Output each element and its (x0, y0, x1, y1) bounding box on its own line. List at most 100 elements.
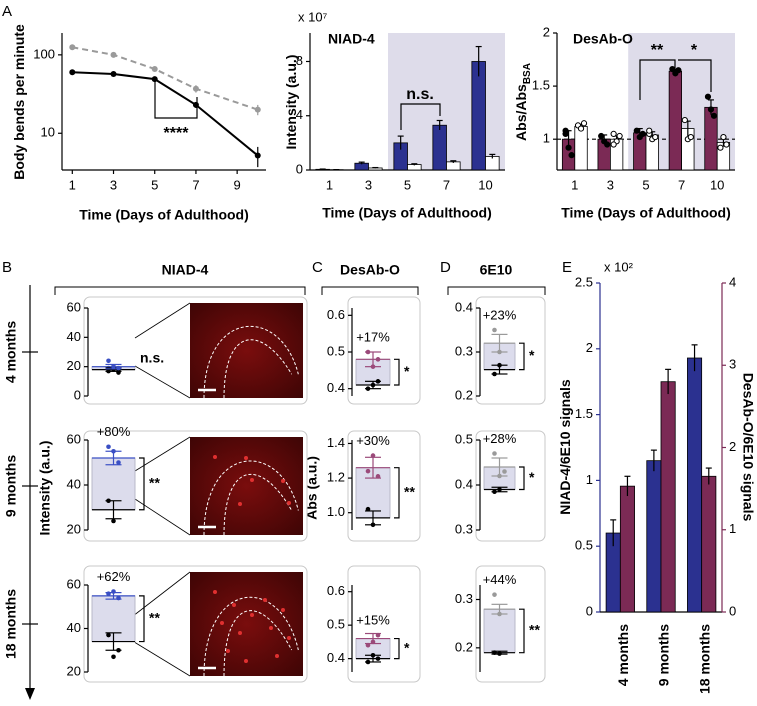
column-header: NIAD-4 (162, 262, 209, 278)
x-tick-label: 3 (110, 177, 117, 192)
significance: * (404, 363, 410, 379)
annotation: +80% (97, 424, 131, 439)
chart-title: DesAb-O (573, 31, 633, 47)
plaque-spot (281, 479, 285, 483)
y-tick-label: 0 (586, 603, 593, 618)
data-point (111, 654, 116, 660)
y-axis-label: Body bends per minute (11, 24, 27, 180)
data-point (707, 106, 715, 113)
y-axis-label-text: NIAD-4/6E10 signals (557, 379, 573, 515)
y-tick-label: 1.4 (327, 435, 345, 450)
data-point (370, 453, 376, 458)
y-tick-label: 0.3 (455, 521, 473, 536)
annotation: +30% (356, 433, 390, 448)
data-point (502, 469, 507, 474)
panel-label: D (440, 259, 451, 276)
arrow-head (25, 688, 35, 700)
data-point (717, 144, 724, 151)
region-outline (223, 610, 293, 677)
data-point (681, 116, 688, 124)
data-point (580, 120, 588, 127)
data-point (610, 141, 617, 148)
y-tick-label: 0 (74, 387, 81, 402)
data-point (151, 66, 158, 73)
x-tick-label: 10 (710, 177, 724, 192)
data-point (375, 357, 381, 362)
panel-label: E (562, 259, 572, 276)
line-series (72, 71, 259, 157)
y-tick-label: 40 (67, 476, 81, 491)
data-point (568, 152, 575, 159)
significance: ** (529, 622, 540, 638)
y-tick-label: 1.2 (327, 470, 345, 485)
micrograph (190, 572, 303, 676)
x-tick-label: 5 (151, 177, 158, 192)
region-outline (203, 460, 299, 536)
significance-bracket (519, 608, 525, 654)
panel-frame (475, 430, 546, 542)
y-tick-label: 1.0 (327, 504, 345, 519)
panel-label: C (312, 259, 323, 276)
zoom-line (134, 642, 191, 677)
y-tick-label: 60 (67, 576, 81, 591)
region-outline (223, 339, 293, 399)
significance-bracket (394, 467, 400, 519)
y-tick-label: 0.2 (455, 639, 473, 654)
y-tick-label: 2 (543, 24, 550, 39)
zoom-line (134, 571, 191, 615)
data-point (370, 522, 376, 528)
zoom-line (134, 302, 191, 339)
x-axis-label: Time (Days of Adulthood) (79, 207, 249, 223)
panel-frame (475, 296, 546, 405)
plaque-spot (213, 590, 217, 594)
y-axis-label: Intensity (a.u.) (283, 55, 299, 150)
y-axis-label-sub: BSA (522, 63, 533, 84)
zoom-line (134, 498, 191, 536)
zoom-line (134, 365, 191, 399)
x-tick-label: 5 (404, 177, 411, 192)
data-point (111, 589, 116, 594)
y-tick-label: 2 (729, 439, 736, 454)
data-point (106, 444, 111, 450)
bar (619, 485, 635, 613)
data-point (652, 133, 659, 141)
data-point (69, 44, 76, 51)
data-point (254, 106, 261, 113)
y-tick-label: 0.4 (327, 650, 345, 665)
y-tick-label: 10 (41, 125, 55, 140)
plaque-spot (287, 501, 291, 505)
y-tick-label: 0.4 (455, 299, 473, 314)
y-tick-label: 1 (586, 472, 593, 487)
bar (646, 460, 662, 613)
plaque-spot (238, 502, 242, 506)
y-tick-label: 0.4 (327, 380, 345, 395)
significance: ** (149, 609, 160, 625)
axis-multiplier: x 10⁷ (298, 9, 328, 24)
y-tick-label: 60 (67, 431, 81, 446)
data-point (370, 382, 376, 388)
y-tick-label: 0.3 (455, 591, 473, 606)
plaque-spot (250, 613, 254, 617)
data-point (633, 127, 640, 134)
y-tick-label: 0.6 (327, 307, 345, 322)
data-point (497, 473, 502, 479)
y-tick-label: 40 (67, 329, 81, 344)
panel-label: A (2, 3, 12, 20)
plaque-spot (213, 455, 217, 459)
y-tick-label: 60 (67, 299, 81, 314)
header-bracket (54, 286, 306, 295)
significance-bracket (519, 342, 525, 371)
data-point (492, 451, 497, 456)
bar (660, 381, 676, 613)
y-tick-label: 1 (543, 131, 550, 146)
x-tick-label: 10 (478, 177, 492, 192)
panel-label: B (2, 259, 12, 276)
data-point (116, 647, 121, 653)
y-tick-label: 2.5 (575, 274, 593, 289)
column-header: DesAb-O (340, 262, 400, 278)
x-tick-label: 7 (443, 177, 450, 192)
x-tick-label: 5 (642, 177, 649, 192)
data-point (497, 362, 502, 368)
data-point (687, 133, 694, 141)
